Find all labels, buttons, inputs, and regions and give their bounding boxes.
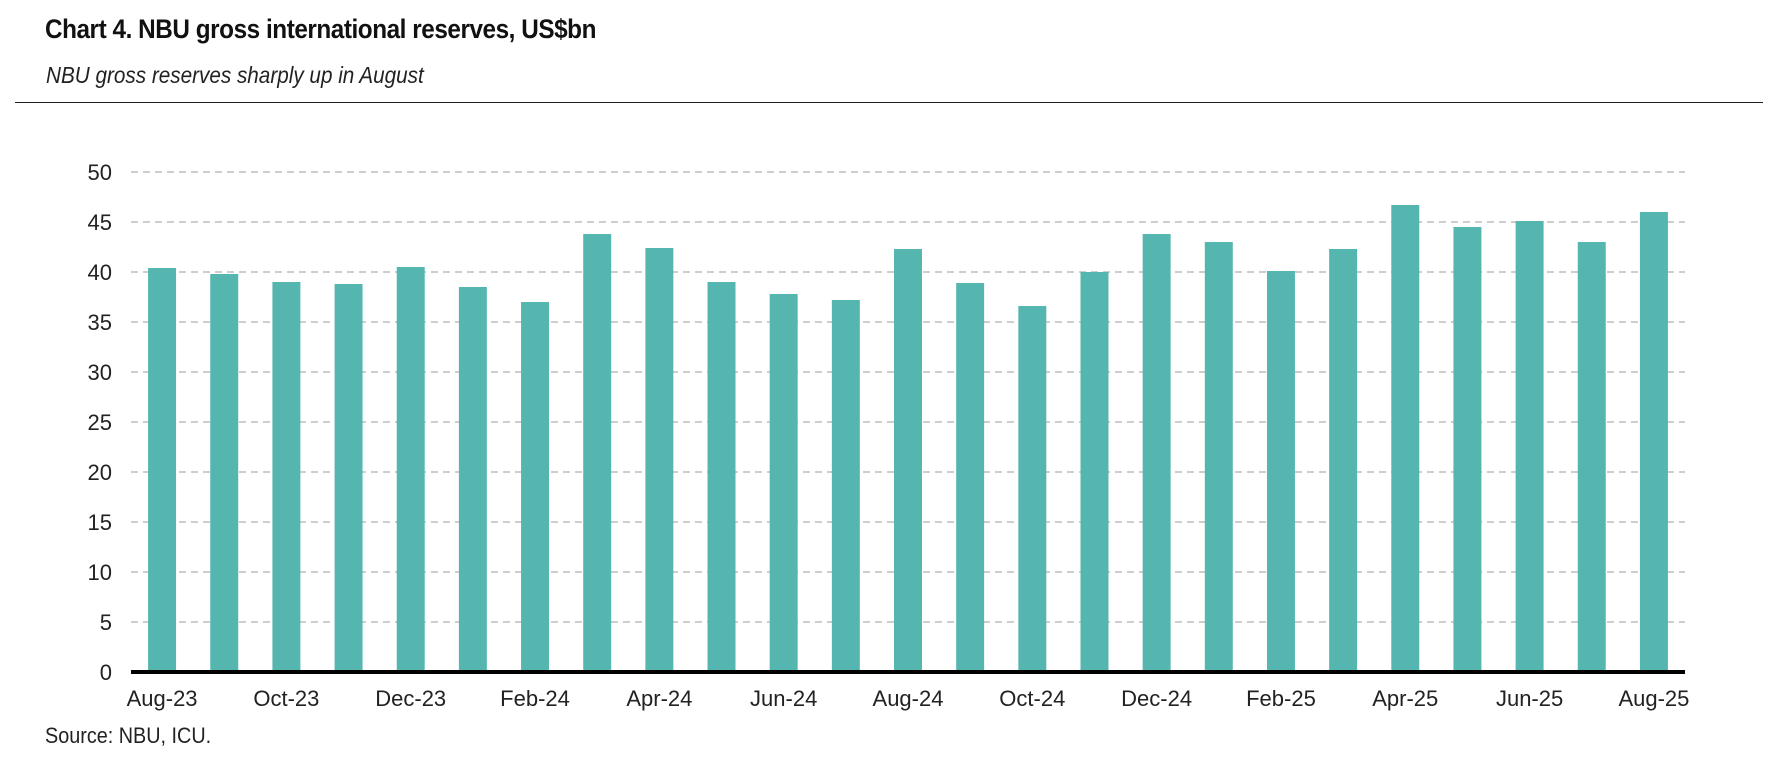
bar bbox=[769, 294, 798, 672]
source-note: Source: NBU, ICU. bbox=[45, 723, 212, 748]
y-tick-label: 5 bbox=[100, 610, 112, 635]
y-tick-label: 35 bbox=[88, 310, 112, 335]
bar bbox=[1266, 271, 1295, 672]
x-tick-label: Jun-25 bbox=[1496, 686, 1563, 711]
x-tick-label: Dec-24 bbox=[1121, 686, 1192, 711]
x-tick-label: Aug-23 bbox=[127, 686, 198, 711]
x-tick-label: Feb-25 bbox=[1246, 686, 1316, 711]
y-axis-tick-labels: 0 5 10 15 20 25 30 35 40 45 50 bbox=[88, 160, 112, 685]
y-tick-label: 0 bbox=[100, 660, 112, 685]
x-tick-label: Apr-25 bbox=[1372, 686, 1438, 711]
x-tick-label: Aug-24 bbox=[873, 686, 944, 711]
y-tick-label: 45 bbox=[88, 210, 112, 235]
bar bbox=[1142, 234, 1171, 672]
bar bbox=[583, 234, 612, 672]
bar bbox=[521, 302, 550, 672]
bar bbox=[148, 268, 177, 672]
bar bbox=[831, 300, 860, 672]
bar bbox=[1080, 272, 1109, 672]
bar bbox=[1018, 306, 1047, 672]
bar bbox=[396, 267, 425, 672]
bar bbox=[1639, 212, 1668, 672]
bar bbox=[1453, 227, 1482, 672]
bar bbox=[334, 284, 363, 672]
chart-title: Chart 4. NBU gross international reserve… bbox=[45, 14, 596, 44]
x-tick-label: Feb-24 bbox=[500, 686, 570, 711]
y-tick-label: 30 bbox=[88, 360, 112, 385]
y-tick-label: 50 bbox=[88, 160, 112, 185]
y-tick-label: 40 bbox=[88, 260, 112, 285]
y-tick-label: 25 bbox=[88, 410, 112, 435]
x-tick-label: Oct-24 bbox=[999, 686, 1065, 711]
bar bbox=[645, 248, 674, 672]
bar bbox=[1577, 242, 1606, 672]
x-tick-label: Apr-24 bbox=[626, 686, 692, 711]
x-axis-tick-labels: Aug-23 Oct-23 Dec-23 Feb-24 Apr-24 Jun-24 Aug-… bbox=[127, 686, 1690, 711]
x-tick-label: Jun-24 bbox=[750, 686, 817, 711]
x-tick-label: Aug-25 bbox=[1618, 686, 1689, 711]
x-tick-label: Dec-23 bbox=[375, 686, 446, 711]
bar bbox=[1391, 205, 1420, 672]
bars bbox=[148, 205, 1668, 672]
bar bbox=[458, 287, 487, 672]
bar bbox=[210, 274, 239, 672]
chart-subtitle: NBU gross reserves sharply up in August bbox=[46, 62, 424, 88]
y-tick-label: 10 bbox=[88, 560, 112, 585]
bar bbox=[707, 282, 736, 672]
x-tick-label: Oct-23 bbox=[253, 686, 319, 711]
grid-lines bbox=[131, 171, 1685, 623]
y-tick-label: 15 bbox=[88, 510, 112, 535]
bar bbox=[1329, 249, 1358, 672]
y-tick-label: 20 bbox=[88, 460, 112, 485]
bar bbox=[894, 249, 922, 672]
header-divider bbox=[15, 102, 1763, 103]
bar bbox=[272, 282, 301, 672]
bar bbox=[1515, 221, 1544, 672]
bar bbox=[956, 283, 985, 672]
bar bbox=[1204, 242, 1233, 672]
